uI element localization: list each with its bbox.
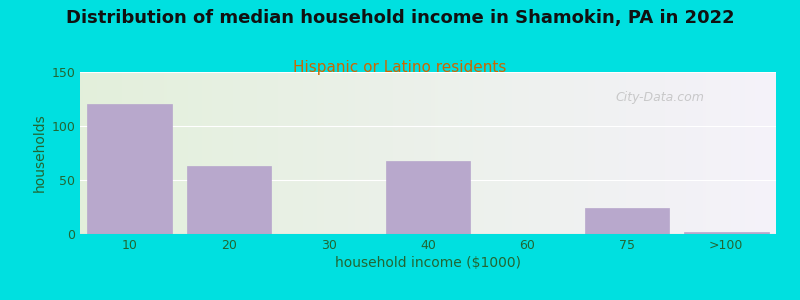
X-axis label: household income ($1000): household income ($1000): [335, 256, 521, 270]
Text: Hispanic or Latino residents: Hispanic or Latino residents: [294, 60, 506, 75]
Y-axis label: households: households: [33, 114, 47, 192]
Bar: [585, 208, 669, 234]
Text: Distribution of median household income in Shamokin, PA in 2022: Distribution of median household income …: [66, 9, 734, 27]
Bar: [386, 160, 470, 234]
Bar: [87, 104, 172, 234]
Bar: [187, 166, 271, 234]
Text: City-Data.com: City-Data.com: [616, 92, 705, 104]
Bar: [684, 232, 769, 234]
